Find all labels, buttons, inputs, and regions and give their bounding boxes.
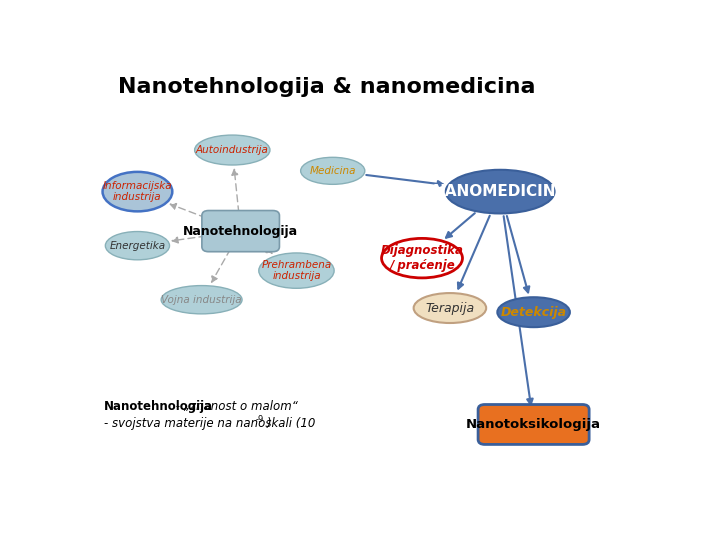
Text: Energetika: Energetika [109, 241, 166, 251]
Ellipse shape [301, 157, 365, 184]
Ellipse shape [161, 286, 242, 314]
Text: Autoindustrija: Autoindustrija [196, 145, 269, 155]
Text: Terapija: Terapija [426, 301, 474, 314]
Ellipse shape [498, 297, 570, 327]
Ellipse shape [446, 170, 554, 213]
Text: Prehrambena
industrija: Prehrambena industrija [261, 260, 332, 281]
Text: NANOMEDICINA: NANOMEDICINA [433, 184, 568, 199]
Text: Nanotehnologija: Nanotehnologija [104, 400, 213, 413]
Text: Detekcija: Detekcija [500, 306, 567, 319]
Text: Nanotoksikologija: Nanotoksikologija [466, 418, 601, 431]
Ellipse shape [382, 238, 462, 278]
Text: - „znаnost o malom“: - „znаnost o malom“ [172, 400, 298, 413]
Text: ): ) [266, 417, 271, 430]
Text: Medicina: Medicina [310, 166, 356, 176]
Text: Vojna industrija: Vojna industrija [161, 295, 242, 305]
Text: - svojstva materije na nanoskali (10: - svojstva materije na nanoskali (10 [104, 417, 315, 430]
Ellipse shape [194, 135, 270, 165]
Text: -9: -9 [256, 415, 264, 424]
FancyBboxPatch shape [478, 404, 589, 444]
FancyBboxPatch shape [202, 211, 279, 252]
Text: Dijagnostika
/ praćenje: Dijagnostika / praćenje [381, 244, 464, 272]
Ellipse shape [102, 172, 172, 211]
Ellipse shape [414, 293, 486, 323]
Text: Informacijska
industrija: Informacijska industrija [103, 181, 172, 202]
Ellipse shape [258, 253, 334, 288]
Text: Nanotehnologija: Nanotehnologija [183, 225, 298, 238]
Text: Nanotehnologija & nanomedicina: Nanotehnologija & nanomedicina [118, 77, 536, 97]
Ellipse shape [105, 232, 169, 260]
